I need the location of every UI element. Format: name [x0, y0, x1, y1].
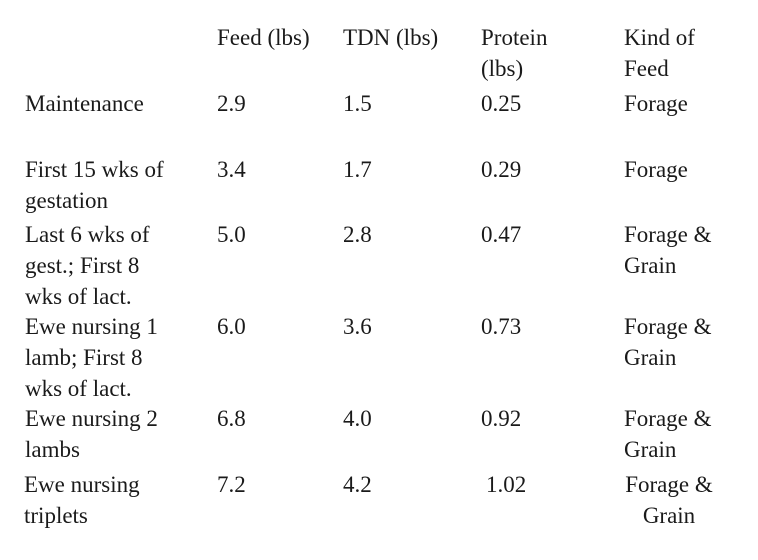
header-protein: Protein (lbs)	[481, 25, 548, 81]
row-feed: 2.9	[217, 91, 246, 116]
row-tdn: 4.0	[343, 406, 372, 431]
header-tdn: TDN (lbs)	[343, 25, 439, 50]
row-feed: 6.8	[217, 406, 246, 431]
row-feed: 7.2	[217, 472, 246, 497]
row-feed: 3.4	[217, 157, 246, 182]
row-protein: 0.47	[481, 222, 522, 247]
row-kind: Forage & Grain	[624, 222, 712, 278]
row-protein: 0.25	[481, 91, 522, 116]
row-kind: Forage & Grain	[625, 472, 713, 528]
row-tdn: 4.2	[343, 472, 372, 497]
row-kind: Forage	[624, 91, 688, 116]
row-kind: Forage	[624, 157, 688, 182]
row-protein: 0.92	[481, 406, 522, 431]
row-stage: First 15 wks of gestation	[25, 157, 164, 213]
header-feed: Feed (lbs)	[217, 25, 310, 50]
row-tdn: 1.7	[343, 157, 372, 182]
row-stage: Last 6 wks of gest.; First 8 wks of lact…	[25, 222, 150, 309]
row-stage: Ewe nursing 1 lamb; First 8 wks of lact.	[25, 314, 158, 401]
row-stage: Maintenance	[25, 91, 144, 116]
row-tdn: 1.5	[343, 91, 372, 116]
row-feed: 5.0	[217, 222, 246, 247]
row-tdn: 2.8	[343, 222, 372, 247]
row-protein: 1.02	[486, 472, 527, 497]
header-kind-of-feed: Kind of Feed	[624, 25, 695, 81]
row-feed: 6.0	[217, 314, 246, 339]
row-kind: Forage & Grain	[624, 406, 712, 462]
row-stage: Ewe nursing triplets	[24, 472, 140, 528]
row-tdn: 3.6	[343, 314, 372, 339]
row-stage: Ewe nursing 2 lambs	[25, 406, 158, 462]
row-protein: 0.29	[481, 157, 522, 182]
row-protein: 0.73	[481, 314, 522, 339]
row-kind: Forage & Grain	[624, 314, 712, 370]
